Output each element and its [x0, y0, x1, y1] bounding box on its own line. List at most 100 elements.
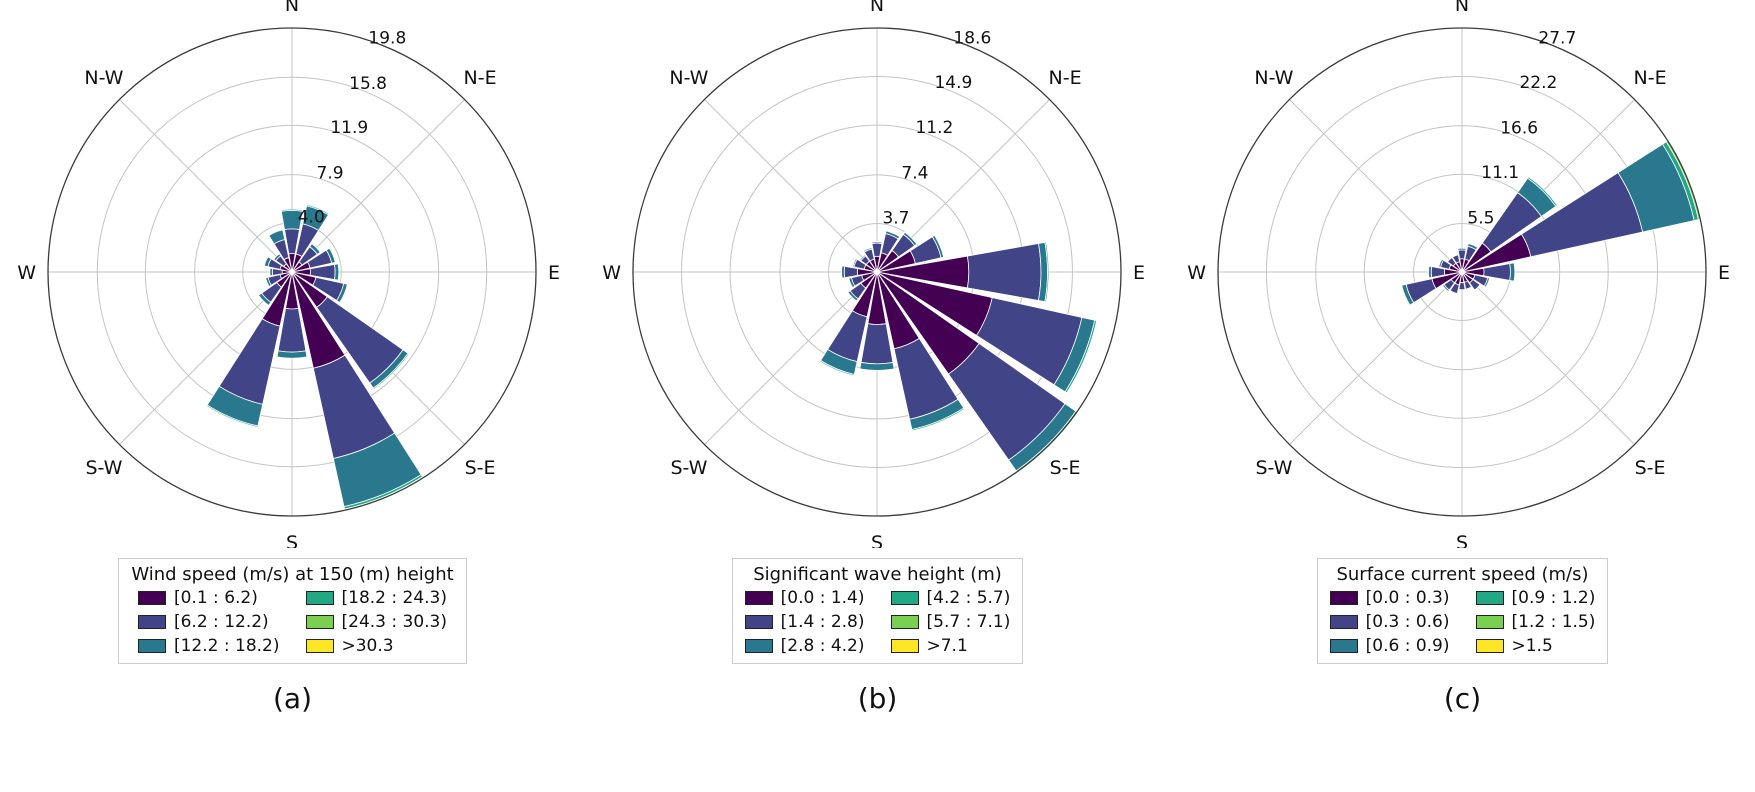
compass-label: W: [602, 262, 621, 284]
legend-swatch: [744, 639, 773, 653]
legend-bin-label: [2.8 : 4.2): [780, 636, 865, 656]
rose-bar-segment: [860, 323, 894, 365]
legend-item: [0.3 : 0.6): [1329, 612, 1450, 632]
polar-grid: [1218, 28, 1706, 516]
legend-swatch: [744, 615, 773, 629]
legend-swatch: [137, 591, 166, 605]
rose-bar-segment: [885, 230, 901, 240]
legend-item: [1.2 : 1.5): [1475, 612, 1596, 632]
legend-swatch: [1475, 591, 1504, 605]
legend-bin-label: [0.3 : 0.6): [1365, 612, 1450, 632]
radial-tick-label: 11.2: [915, 118, 953, 138]
legend-item: [0.1 : 6.2): [137, 588, 280, 608]
legend-item: [0.6 : 0.9): [1329, 636, 1450, 656]
compass-label: N-E: [1634, 67, 1667, 89]
compass-label: N-E: [464, 67, 497, 89]
compass-label: S-W: [670, 457, 707, 479]
legend-item: [5.7 : 7.1): [890, 612, 1011, 632]
legend-swatch: [1329, 639, 1358, 653]
outer-boundary-circle: [47, 27, 537, 517]
rose-bar-segment: [859, 254, 867, 262]
radial-tick-label: 27.7: [1538, 28, 1576, 48]
legend-swatch: [305, 639, 334, 653]
legend-bin-label: >1.5: [1511, 636, 1553, 656]
compass-label: S-W: [1255, 457, 1292, 479]
compass-label: S-W: [85, 457, 122, 479]
legend-item: [2.8 : 4.2): [744, 636, 865, 656]
rose-bar-segment: [1527, 176, 1558, 207]
rose-bar-segment: [206, 404, 259, 428]
rose-bar-segment: [273, 253, 282, 262]
radial-tick-label: 4.0: [298, 208, 325, 228]
rose-bar-segment: [852, 258, 858, 268]
radial-tick-label: 7.9: [317, 163, 344, 183]
rose-bar-segment: [819, 359, 855, 377]
compass-label: E: [1718, 262, 1730, 284]
rose-bar-segment: [966, 243, 1042, 301]
outer-boundary-circle: [632, 27, 1122, 517]
rose-bar-segment: [309, 243, 321, 255]
compass-label: S-E: [465, 457, 496, 479]
rose-bar-segment: [847, 290, 859, 302]
compass-label: N-E: [1049, 67, 1082, 89]
rose-bar-segment: [1469, 279, 1481, 291]
radial-tick-label: 22.2: [1519, 73, 1557, 93]
radial-tick-label: 11.9: [330, 118, 368, 138]
legend-swatch: [137, 639, 166, 653]
compass-labels: N N-E E S-E S S-W W N-W: [1187, 0, 1730, 548]
legend-column-left: [0.0 : 0.3) [0.3 : 0.6) [0.6 : 0.9): [1329, 588, 1450, 656]
legend-swatch: [305, 615, 334, 629]
panel-c: N N-E E S-E S S-W W N-W 5.5 11.1 16.6 22.2 27.7 Surf…: [1170, 0, 1755, 715]
legend-item: [0.9 : 1.2): [1475, 588, 1595, 608]
rose-bar-segment: [258, 292, 272, 306]
compass-label: N: [285, 0, 299, 16]
radial-tick-label: 14.9: [934, 73, 972, 93]
radial-tick-label: 19.8: [368, 28, 406, 48]
legend-column-left: [0.1 : 6.2) [6.2 : 12.2) [12.2 : 18.2): [137, 588, 280, 656]
rose-bar-segment: [1457, 247, 1467, 251]
legend-item: [1.4 : 2.8): [744, 612, 865, 632]
legend-item: >7.1: [890, 636, 1011, 656]
legend-bin-label: [0.0 : 0.3): [1365, 588, 1450, 608]
rose-bar-segment: [1458, 281, 1466, 291]
rose-bar-segment: [265, 276, 272, 288]
legend-c: Surface current speed (m/s) [0.0 : 0.3)[…: [1316, 558, 1609, 664]
legend-a: Wind speed (m/s) at 150 (m) height [0.1 …: [118, 558, 467, 664]
compass-label: W: [17, 262, 36, 284]
legend-title-b: Significant wave height (m): [753, 564, 1002, 585]
legend-item: [4.2 : 5.7): [890, 588, 1010, 608]
rose-bar-segment: [1467, 243, 1479, 251]
rose-bar-segment: [848, 277, 856, 289]
radial-tick-labels: 5.5 11.1 16.6 22.2 27.7: [1467, 28, 1576, 228]
compass-labels: N N-E E S-E S S-W W N-W: [17, 0, 560, 548]
legend-item: [18.2 : 24.3): [305, 588, 447, 608]
subfigure-caption-b: (b): [857, 682, 898, 715]
legend-bin-label: [5.7 : 7.1): [926, 612, 1011, 632]
legend-swatch: [890, 591, 919, 605]
legend-columns: [0.1 : 6.2) [6.2 : 12.2) [12.2 : 18.2) [18…: [131, 588, 453, 656]
wind-rose-chart-c: N N-E E S-E S S-W W N-W 5.5 11.1 16.6 22.2 27.7: [1187, 0, 1730, 548]
subfigure-caption-c: (c): [1443, 682, 1482, 715]
rose-bar-segment: [859, 361, 895, 371]
compass-label: E: [548, 262, 560, 284]
legend-bin-label: [0.1 : 6.2): [173, 588, 258, 608]
rose-bar-segment: [263, 256, 272, 268]
legend-swatch: [744, 591, 773, 605]
rose-bar-segment: [336, 282, 348, 304]
radial-tick-label: 7.4: [901, 164, 928, 184]
legend-item: >30.3: [305, 636, 448, 656]
legend-bin-label: [12.2 : 18.2): [173, 636, 280, 656]
rose-bar-segment: [268, 229, 286, 245]
radial-tick-label: 5.5: [1467, 208, 1494, 228]
legend-swatch: [305, 591, 334, 605]
rose-bar-segment: [1483, 277, 1490, 288]
wind-rose-chart-a: N N-E E S-E S S-W W N-W 4.0 7.9 11.9 15.8 19.8: [17, 0, 560, 548]
rose-bar-segment: [306, 204, 330, 216]
legend-item: [0.0 : 0.3): [1329, 588, 1450, 608]
compass-label: S: [1456, 532, 1468, 548]
rose-bar-segment: [1451, 254, 1461, 264]
compass-label: S-E: [1050, 457, 1081, 479]
radial-tick-label: 18.6: [953, 28, 991, 48]
rose-bar-segment: [1438, 258, 1444, 268]
legend-bin-label: [1.2 : 1.5): [1511, 612, 1596, 632]
